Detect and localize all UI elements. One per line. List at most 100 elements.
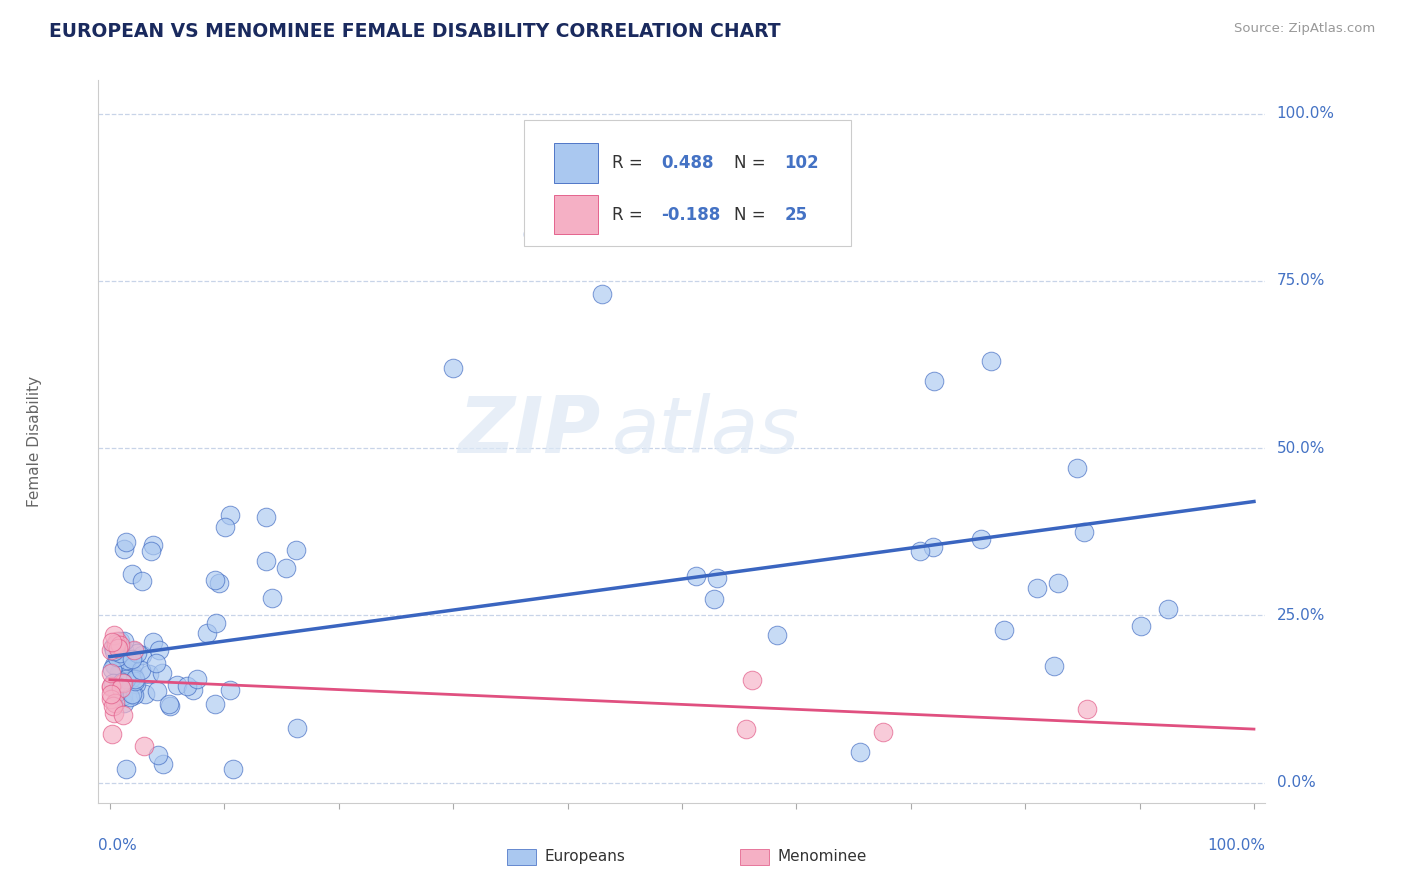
Text: R =: R = — [612, 205, 648, 224]
Point — [110, 634, 132, 648]
FancyBboxPatch shape — [554, 194, 598, 235]
Point — [741, 673, 763, 687]
Point — [104, 696, 127, 710]
Text: 25: 25 — [785, 205, 807, 224]
Point — [849, 746, 872, 760]
Text: N =: N = — [734, 154, 772, 172]
Point — [110, 664, 132, 678]
Text: 100.0%: 100.0% — [1208, 838, 1265, 853]
Point — [110, 665, 132, 679]
Point — [121, 567, 143, 582]
Point — [1076, 702, 1098, 716]
Text: 100.0%: 100.0% — [1277, 106, 1334, 121]
Point — [108, 651, 131, 665]
Point — [980, 354, 1002, 368]
Point — [103, 706, 125, 720]
Point — [148, 642, 170, 657]
Point — [105, 637, 128, 651]
Text: R =: R = — [612, 154, 648, 172]
Point — [176, 679, 198, 693]
Text: 0.0%: 0.0% — [1277, 775, 1315, 790]
Point — [101, 675, 124, 690]
Point — [219, 508, 242, 522]
FancyBboxPatch shape — [741, 849, 769, 865]
Point — [112, 633, 135, 648]
Point — [142, 635, 165, 649]
FancyBboxPatch shape — [508, 849, 536, 865]
Point — [100, 687, 122, 701]
Point — [124, 688, 146, 702]
Point — [118, 690, 141, 705]
Point — [114, 762, 136, 776]
Point — [208, 576, 231, 591]
Point — [121, 651, 143, 665]
Point — [150, 666, 173, 681]
Point — [706, 570, 728, 584]
Point — [1026, 581, 1049, 595]
Point — [522, 227, 544, 242]
Text: 102: 102 — [785, 154, 820, 172]
Point — [110, 667, 132, 681]
Point — [703, 592, 725, 607]
Point — [105, 650, 128, 665]
FancyBboxPatch shape — [524, 120, 851, 246]
Point — [134, 687, 156, 701]
Point — [122, 643, 145, 657]
Point — [112, 707, 135, 722]
Point — [765, 627, 787, 641]
Point — [101, 699, 124, 714]
Point — [114, 656, 136, 670]
Point — [129, 663, 152, 677]
Point — [181, 682, 204, 697]
Point — [110, 674, 132, 689]
Point — [186, 673, 208, 687]
Text: 50.0%: 50.0% — [1277, 441, 1324, 456]
Point — [120, 671, 142, 685]
Point — [112, 643, 135, 657]
Text: EUROPEAN VS MENOMINEE FEMALE DISABILITY CORRELATION CHART: EUROPEAN VS MENOMINEE FEMALE DISABILITY … — [49, 22, 780, 41]
Point — [120, 665, 142, 680]
Point — [254, 554, 277, 568]
Point — [1043, 658, 1066, 673]
Point — [108, 638, 131, 652]
FancyBboxPatch shape — [554, 144, 598, 183]
Point — [591, 287, 613, 301]
Point — [159, 699, 181, 714]
Point — [100, 692, 122, 706]
Point — [124, 677, 146, 691]
Point — [122, 656, 145, 670]
Point — [204, 574, 226, 588]
Text: 25.0%: 25.0% — [1277, 608, 1324, 623]
Point — [101, 662, 124, 676]
Point — [1066, 460, 1088, 475]
Point — [146, 747, 169, 762]
Point — [101, 635, 124, 649]
Point — [100, 679, 122, 693]
Point — [131, 648, 153, 662]
Point — [993, 624, 1015, 638]
Text: -0.188: -0.188 — [661, 205, 720, 224]
Point — [285, 722, 308, 736]
Point — [107, 640, 129, 655]
Point — [100, 665, 122, 680]
Point — [152, 756, 174, 771]
Point — [101, 727, 124, 741]
Point — [1073, 525, 1095, 540]
Point — [1156, 601, 1178, 615]
Point — [112, 689, 135, 703]
Text: Menominee: Menominee — [778, 849, 868, 864]
Point — [145, 656, 167, 670]
Point — [195, 626, 218, 640]
Point — [124, 673, 146, 688]
Point — [103, 658, 125, 673]
Point — [214, 520, 236, 534]
Point — [100, 680, 122, 694]
Point — [104, 657, 127, 672]
Point — [115, 653, 138, 667]
Point — [872, 725, 894, 739]
Point — [122, 670, 145, 684]
Point — [734, 722, 756, 736]
Point — [139, 543, 162, 558]
Point — [121, 688, 143, 702]
Point — [922, 375, 945, 389]
